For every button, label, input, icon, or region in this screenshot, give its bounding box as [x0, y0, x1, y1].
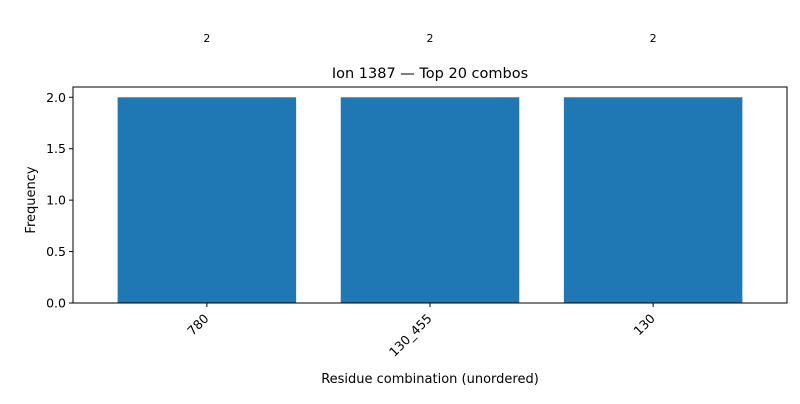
x-axis-label: Residue combination (unordered)	[321, 372, 539, 387]
bars-layer	[117, 97, 743, 304]
bar	[563, 97, 743, 304]
x-tick-label: 130_455	[386, 311, 435, 360]
value-labels-layer: 2 2 2	[203, 32, 656, 45]
bar	[117, 97, 297, 304]
y-axis-label: Frequency	[24, 166, 39, 233]
y-tick-label: 1.5	[46, 141, 66, 156]
chart-title: Ion 1387 — Top 20 combos	[332, 66, 528, 82]
x-tick-label: 780	[184, 311, 212, 339]
y-tick-label: 1.0	[46, 193, 66, 208]
bar-value-label: 2	[650, 32, 657, 45]
bar-value-label: 2	[203, 32, 210, 45]
y-tick-label: 0.0	[46, 296, 66, 311]
y-tick-label: 2.0	[46, 90, 66, 105]
bar	[340, 97, 520, 304]
x-tick-label: 130	[630, 311, 658, 339]
y-tick-label: 0.5	[46, 244, 66, 259]
bar-value-label: 2	[427, 32, 434, 45]
